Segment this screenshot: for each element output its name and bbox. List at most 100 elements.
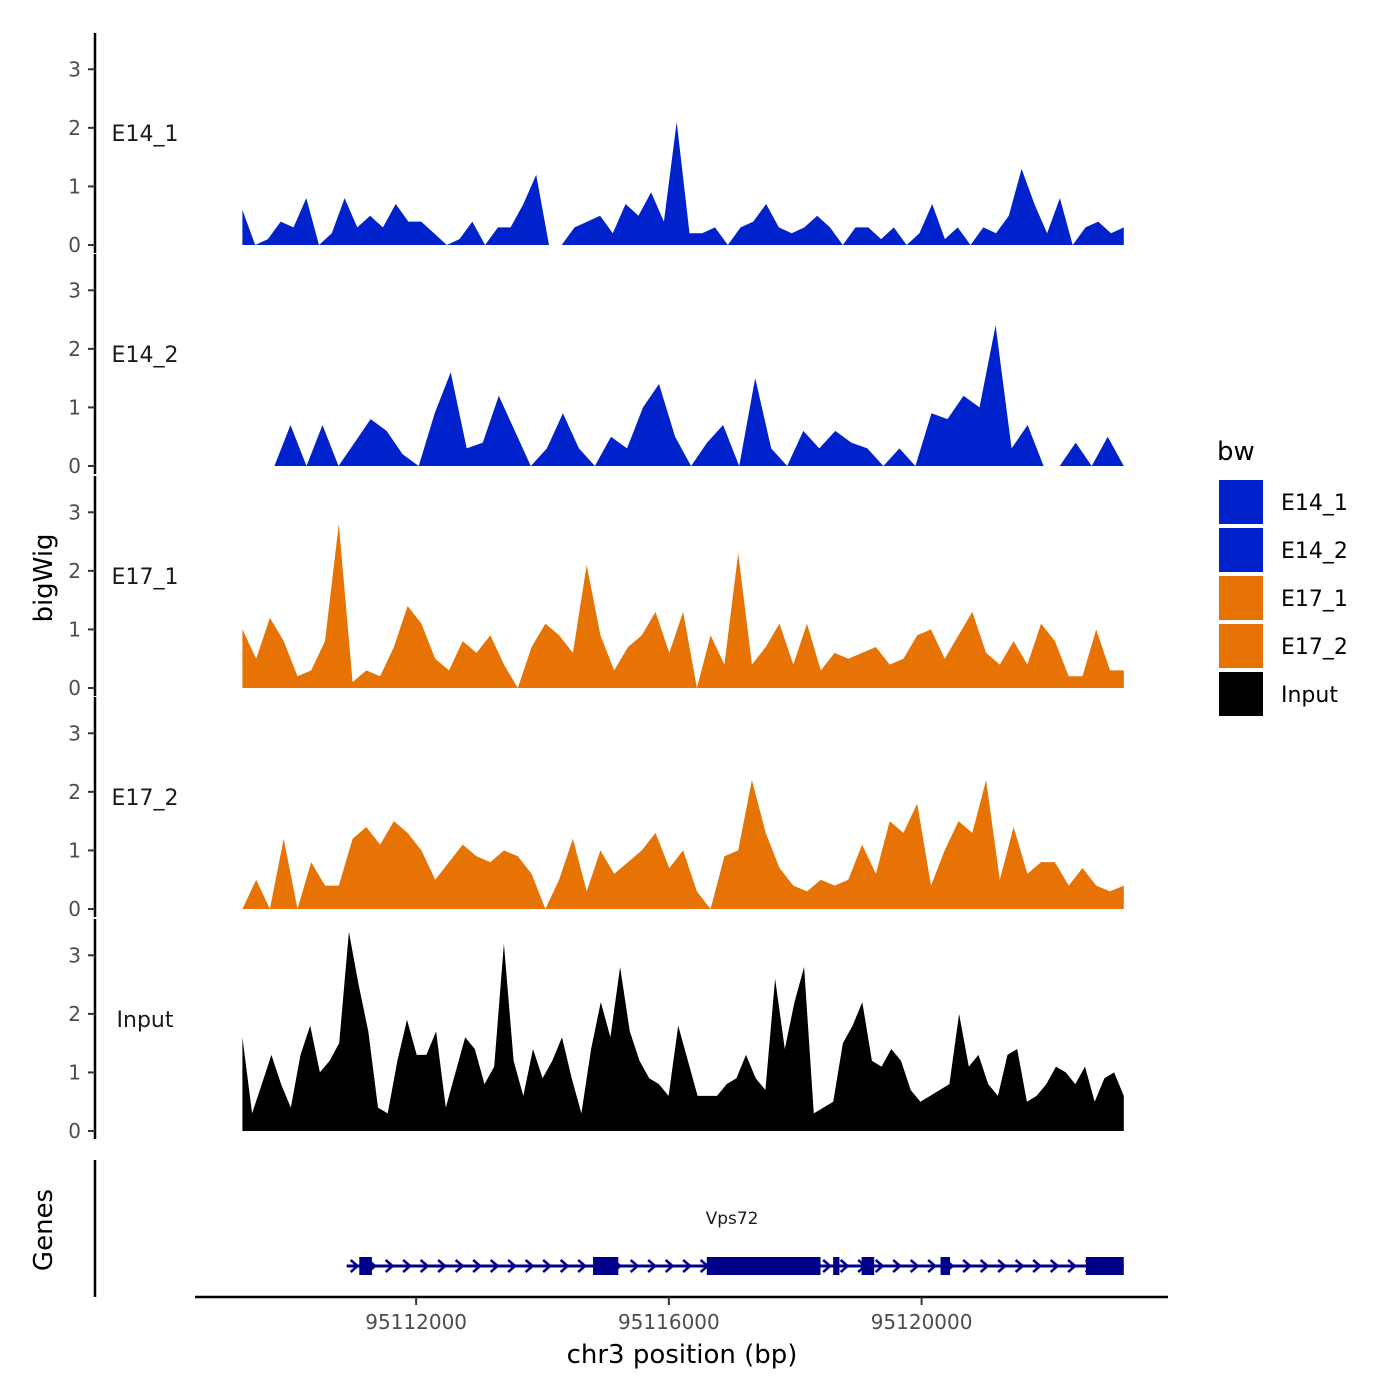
strand-arrow-icon bbox=[402, 1259, 413, 1273]
strand-arrow-icon bbox=[839, 1259, 850, 1273]
y-tick-label: 3 bbox=[68, 500, 81, 524]
signal-area bbox=[242, 931, 1124, 1131]
legend-swatch bbox=[1219, 672, 1263, 716]
strand-arrow-icon bbox=[1049, 1259, 1060, 1273]
exon-block bbox=[706, 1257, 821, 1275]
y-tick-label: 0 bbox=[68, 233, 81, 257]
track-e14-1: 0 1 2 3 E14_1 bbox=[68, 33, 1124, 257]
track-label: E17_2 bbox=[112, 786, 179, 811]
strand-arrow-icon bbox=[472, 1259, 483, 1273]
legend-item-e17-2: E17_2 bbox=[1219, 624, 1348, 668]
strand-arrow-icon bbox=[997, 1259, 1008, 1273]
x-tick-label: 95116000 bbox=[618, 1310, 720, 1334]
strand-arrow-icon bbox=[962, 1259, 973, 1273]
track-e17-2: 0 1 2 3 E17_2 bbox=[68, 697, 1124, 921]
y-tick-label: 1 bbox=[68, 617, 81, 641]
legend-item-e17-1: E17_1 bbox=[1219, 576, 1348, 620]
track-e14-2: 0 1 2 3 E14_2 bbox=[68, 254, 1124, 478]
y-tick-label: 0 bbox=[68, 454, 81, 478]
track-input: 0 1 2 3 Input bbox=[68, 919, 1124, 1143]
x-axis: 95112000 95116000 95120000 bbox=[195, 1295, 1168, 1334]
strand-arrow-icon bbox=[682, 1259, 693, 1273]
legend-label: Input bbox=[1281, 683, 1338, 708]
legend: bw E14_1 E14_2 E17_1 E17_2 Input bbox=[1217, 437, 1348, 716]
gene-track: Vps72 bbox=[93, 1160, 1124, 1297]
y-tick-label: 0 bbox=[68, 897, 81, 921]
y-tick-label: 2 bbox=[68, 559, 81, 583]
legend-label: E17_1 bbox=[1281, 587, 1348, 612]
strand-arrow-icon bbox=[507, 1259, 518, 1273]
strand-arrow-icon bbox=[1067, 1259, 1078, 1273]
strand-arrow-icon bbox=[1014, 1259, 1025, 1273]
y-tick-label: 2 bbox=[68, 1002, 81, 1026]
legend-swatch bbox=[1219, 480, 1263, 524]
y-axis-title: bigWig bbox=[29, 533, 59, 622]
y-tick-label: 2 bbox=[68, 116, 81, 140]
strand-arrow-icon bbox=[979, 1259, 990, 1273]
legend-label: E14_1 bbox=[1281, 491, 1348, 516]
exon-block bbox=[940, 1257, 951, 1275]
strand-arrow-icon bbox=[384, 1259, 395, 1273]
legend-item-input: Input bbox=[1219, 672, 1338, 716]
legend-label: E17_2 bbox=[1281, 635, 1348, 660]
y-tick-label: 0 bbox=[68, 1119, 81, 1143]
strand-arrow-icon bbox=[454, 1259, 465, 1273]
track-label: E14_2 bbox=[112, 343, 179, 368]
signal-area bbox=[242, 780, 1124, 909]
genes-axis-title: Genes bbox=[29, 1189, 59, 1271]
exon-block bbox=[593, 1257, 619, 1275]
strand-arrow-icon bbox=[822, 1259, 833, 1273]
strand-arrow-icon bbox=[629, 1259, 640, 1273]
strand-arrow-icon bbox=[647, 1259, 658, 1273]
signal-area bbox=[242, 122, 1124, 245]
x-axis-title: chr3 position (bp) bbox=[567, 1340, 798, 1370]
track-label: E17_1 bbox=[112, 565, 179, 590]
legend-title: bw bbox=[1217, 437, 1255, 467]
strand-arrow-icon bbox=[489, 1259, 500, 1273]
gene-label: Vps72 bbox=[706, 1209, 759, 1229]
y-tick-label: 1 bbox=[68, 395, 81, 419]
track-e17-1: 0 1 2 3 E17_1 bbox=[68, 476, 1124, 700]
legend-label: E14_2 bbox=[1281, 539, 1348, 564]
signal-area bbox=[242, 524, 1124, 688]
signal-area bbox=[242, 325, 1124, 466]
track-label: E14_1 bbox=[112, 122, 179, 147]
y-tick-label: 0 bbox=[68, 676, 81, 700]
strand-arrow-icon bbox=[542, 1259, 553, 1273]
exon-block bbox=[833, 1257, 840, 1275]
y-tick-label: 1 bbox=[68, 838, 81, 862]
y-tick-label: 3 bbox=[68, 278, 81, 302]
signal-tracks: 0 1 2 3 E14_1 0 1 2 3 E14_2 0 1 2 3 E17_1 0 1 2 3 E17_2 0 1 2 3… bbox=[68, 33, 1124, 1143]
strand-arrow-icon bbox=[577, 1259, 588, 1273]
strand-arrow-icon bbox=[559, 1259, 570, 1273]
x-tick-label: 95112000 bbox=[365, 1310, 467, 1334]
strand-arrow-icon bbox=[524, 1259, 535, 1273]
exon-block bbox=[359, 1257, 372, 1275]
exon-block bbox=[861, 1257, 875, 1275]
x-tick-label: 95120000 bbox=[871, 1310, 973, 1334]
exon-block bbox=[1085, 1257, 1124, 1275]
y-tick-label: 1 bbox=[68, 1060, 81, 1084]
strand-arrow-icon bbox=[437, 1259, 448, 1273]
strand-arrow-icon bbox=[664, 1259, 675, 1273]
y-tick-label: 1 bbox=[68, 174, 81, 198]
legend-swatch bbox=[1219, 576, 1263, 620]
y-tick-label: 2 bbox=[68, 337, 81, 361]
y-tick-label: 3 bbox=[68, 721, 81, 745]
y-tick-label: 2 bbox=[68, 780, 81, 804]
legend-swatch bbox=[1219, 624, 1263, 668]
strand-arrow-icon bbox=[349, 1259, 360, 1273]
y-tick-label: 3 bbox=[68, 57, 81, 81]
y-tick-label: 3 bbox=[68, 943, 81, 967]
legend-item-e14-1: E14_1 bbox=[1219, 480, 1348, 524]
strand-arrow-icon bbox=[1032, 1259, 1043, 1273]
strand-arrow-icon bbox=[874, 1259, 885, 1273]
legend-item-e14-2: E14_2 bbox=[1219, 528, 1348, 572]
legend-swatch bbox=[1219, 528, 1263, 572]
strand-arrow-icon bbox=[419, 1259, 430, 1273]
strand-arrow-icon bbox=[892, 1259, 903, 1273]
track-label: Input bbox=[117, 1008, 174, 1033]
strand-arrow-icon bbox=[927, 1259, 938, 1273]
strand-arrow-icon bbox=[909, 1259, 920, 1273]
